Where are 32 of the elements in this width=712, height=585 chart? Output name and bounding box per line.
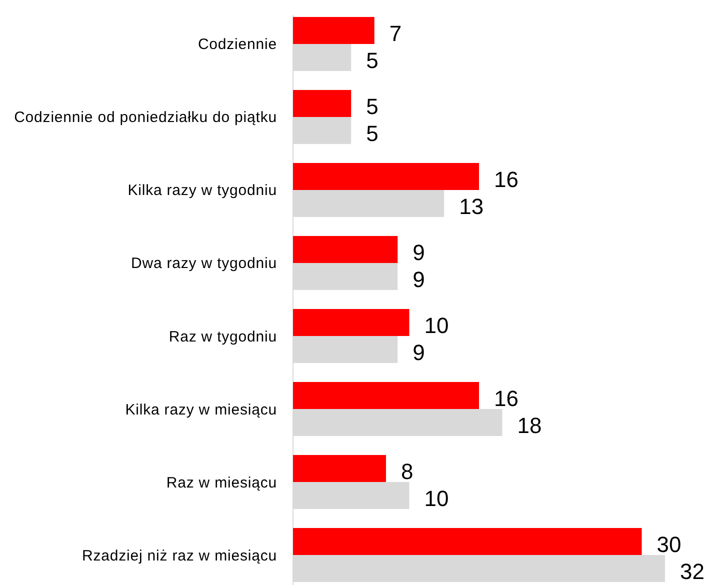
bar — [293, 90, 352, 117]
data-label: 5 — [366, 48, 378, 74]
data-label: 9 — [412, 340, 425, 366]
bar — [293, 308, 410, 336]
y-tick-label: Dwa razy w tygodniu — [131, 255, 277, 272]
data-label: 9 — [412, 240, 425, 266]
y-tick-label: Codziennie od poniedziałku do piątku — [14, 109, 277, 126]
y-tick-label: Kilka razy w tygodniu — [128, 182, 277, 200]
data-label: 5 — [366, 94, 378, 120]
data-label: 7 — [389, 21, 402, 46]
data-label: 30 — [656, 532, 682, 558]
bar — [293, 236, 398, 263]
bar — [293, 16, 374, 44]
bar — [293, 162, 479, 190]
data-label: 16 — [494, 386, 518, 412]
data-label: 13 — [459, 194, 484, 220]
y-tick-label: Kilka razy w miesiącu — [125, 401, 277, 418]
y-tick-label: Codziennie — [198, 36, 277, 54]
data-label: 8 — [401, 459, 414, 484]
bar — [293, 382, 479, 410]
data-label: 32 — [680, 559, 704, 584]
y-tick-label: Raz w miesiącu — [166, 474, 277, 492]
data-label: 10 — [424, 486, 449, 512]
y-tick-label: Rzadziej niż raz w miesiącu — [82, 547, 277, 564]
data-label: 16 — [494, 167, 518, 192]
bar — [293, 454, 386, 482]
bar — [293, 528, 642, 556]
data-label: 10 — [424, 313, 449, 338]
data-label: 9 — [412, 267, 425, 292]
data-label: 18 — [517, 413, 542, 438]
y-tick-label: Raz w tygodniu — [168, 328, 277, 346]
data-label: 5 — [366, 121, 378, 146]
